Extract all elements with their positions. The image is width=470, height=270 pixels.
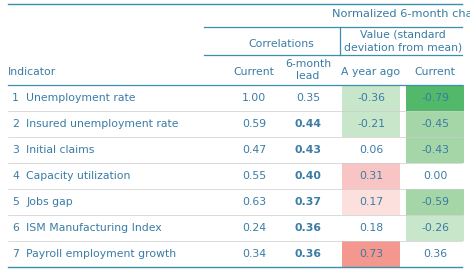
Text: 0.59: 0.59 bbox=[242, 119, 266, 129]
Text: 0.34: 0.34 bbox=[242, 249, 266, 259]
Text: 2: 2 bbox=[12, 119, 19, 129]
Text: ISM Manufacturing Index: ISM Manufacturing Index bbox=[26, 223, 162, 233]
Text: Capacity utilization: Capacity utilization bbox=[26, 171, 130, 181]
Text: -0.45: -0.45 bbox=[421, 119, 449, 129]
Text: Unemployment rate: Unemployment rate bbox=[26, 93, 135, 103]
Text: Insured unemployment rate: Insured unemployment rate bbox=[26, 119, 179, 129]
Text: 0.00: 0.00 bbox=[423, 171, 447, 181]
Text: Jobs gap: Jobs gap bbox=[26, 197, 73, 207]
Bar bbox=[342, 85, 400, 111]
Text: -0.79: -0.79 bbox=[421, 93, 449, 103]
Text: Payroll employment growth: Payroll employment growth bbox=[26, 249, 176, 259]
Text: 0.17: 0.17 bbox=[359, 197, 383, 207]
Text: 0.36: 0.36 bbox=[423, 249, 447, 259]
Text: 0.31: 0.31 bbox=[359, 171, 383, 181]
Text: 0.73: 0.73 bbox=[359, 249, 383, 259]
Text: 0.36: 0.36 bbox=[295, 223, 321, 233]
Text: 0.18: 0.18 bbox=[359, 223, 383, 233]
Text: Correlations: Correlations bbox=[248, 39, 314, 49]
Text: Indicator: Indicator bbox=[8, 67, 56, 77]
Text: A year ago: A year ago bbox=[341, 67, 400, 77]
Text: 0.47: 0.47 bbox=[242, 145, 266, 155]
Text: Current: Current bbox=[415, 67, 455, 77]
Text: Normalized 6-month change: Normalized 6-month change bbox=[332, 9, 470, 19]
Text: 1: 1 bbox=[12, 93, 19, 103]
Text: 0.35: 0.35 bbox=[296, 93, 320, 103]
Text: 0.63: 0.63 bbox=[242, 197, 266, 207]
Text: 4: 4 bbox=[12, 171, 19, 181]
Text: 1.00: 1.00 bbox=[242, 93, 266, 103]
Text: -0.36: -0.36 bbox=[357, 93, 385, 103]
Text: 0.06: 0.06 bbox=[359, 145, 383, 155]
Bar bbox=[406, 189, 464, 215]
Bar bbox=[342, 111, 400, 137]
Text: 6: 6 bbox=[12, 223, 19, 233]
Text: 0.40: 0.40 bbox=[295, 171, 321, 181]
Text: 0.24: 0.24 bbox=[242, 223, 266, 233]
Bar bbox=[342, 241, 400, 267]
Text: -0.59: -0.59 bbox=[421, 197, 449, 207]
Text: 0.36: 0.36 bbox=[295, 249, 321, 259]
Text: 0.37: 0.37 bbox=[295, 197, 321, 207]
Text: Current: Current bbox=[234, 67, 274, 77]
Text: 6-month
lead: 6-month lead bbox=[285, 59, 331, 81]
Text: 7: 7 bbox=[12, 249, 19, 259]
Text: -0.21: -0.21 bbox=[357, 119, 385, 129]
Bar bbox=[406, 111, 464, 137]
Bar bbox=[406, 85, 464, 111]
Text: 3: 3 bbox=[12, 145, 19, 155]
Bar bbox=[342, 189, 400, 215]
Text: -0.43: -0.43 bbox=[421, 145, 449, 155]
Bar bbox=[406, 215, 464, 241]
Text: -0.26: -0.26 bbox=[421, 223, 449, 233]
Text: 0.55: 0.55 bbox=[242, 171, 266, 181]
Text: Initial claims: Initial claims bbox=[26, 145, 94, 155]
Bar bbox=[342, 163, 400, 189]
Text: 0.43: 0.43 bbox=[295, 145, 321, 155]
Bar bbox=[406, 137, 464, 163]
Text: 0.44: 0.44 bbox=[295, 119, 321, 129]
Text: 5: 5 bbox=[12, 197, 19, 207]
Text: Value (standard
deviation from mean): Value (standard deviation from mean) bbox=[344, 30, 462, 52]
